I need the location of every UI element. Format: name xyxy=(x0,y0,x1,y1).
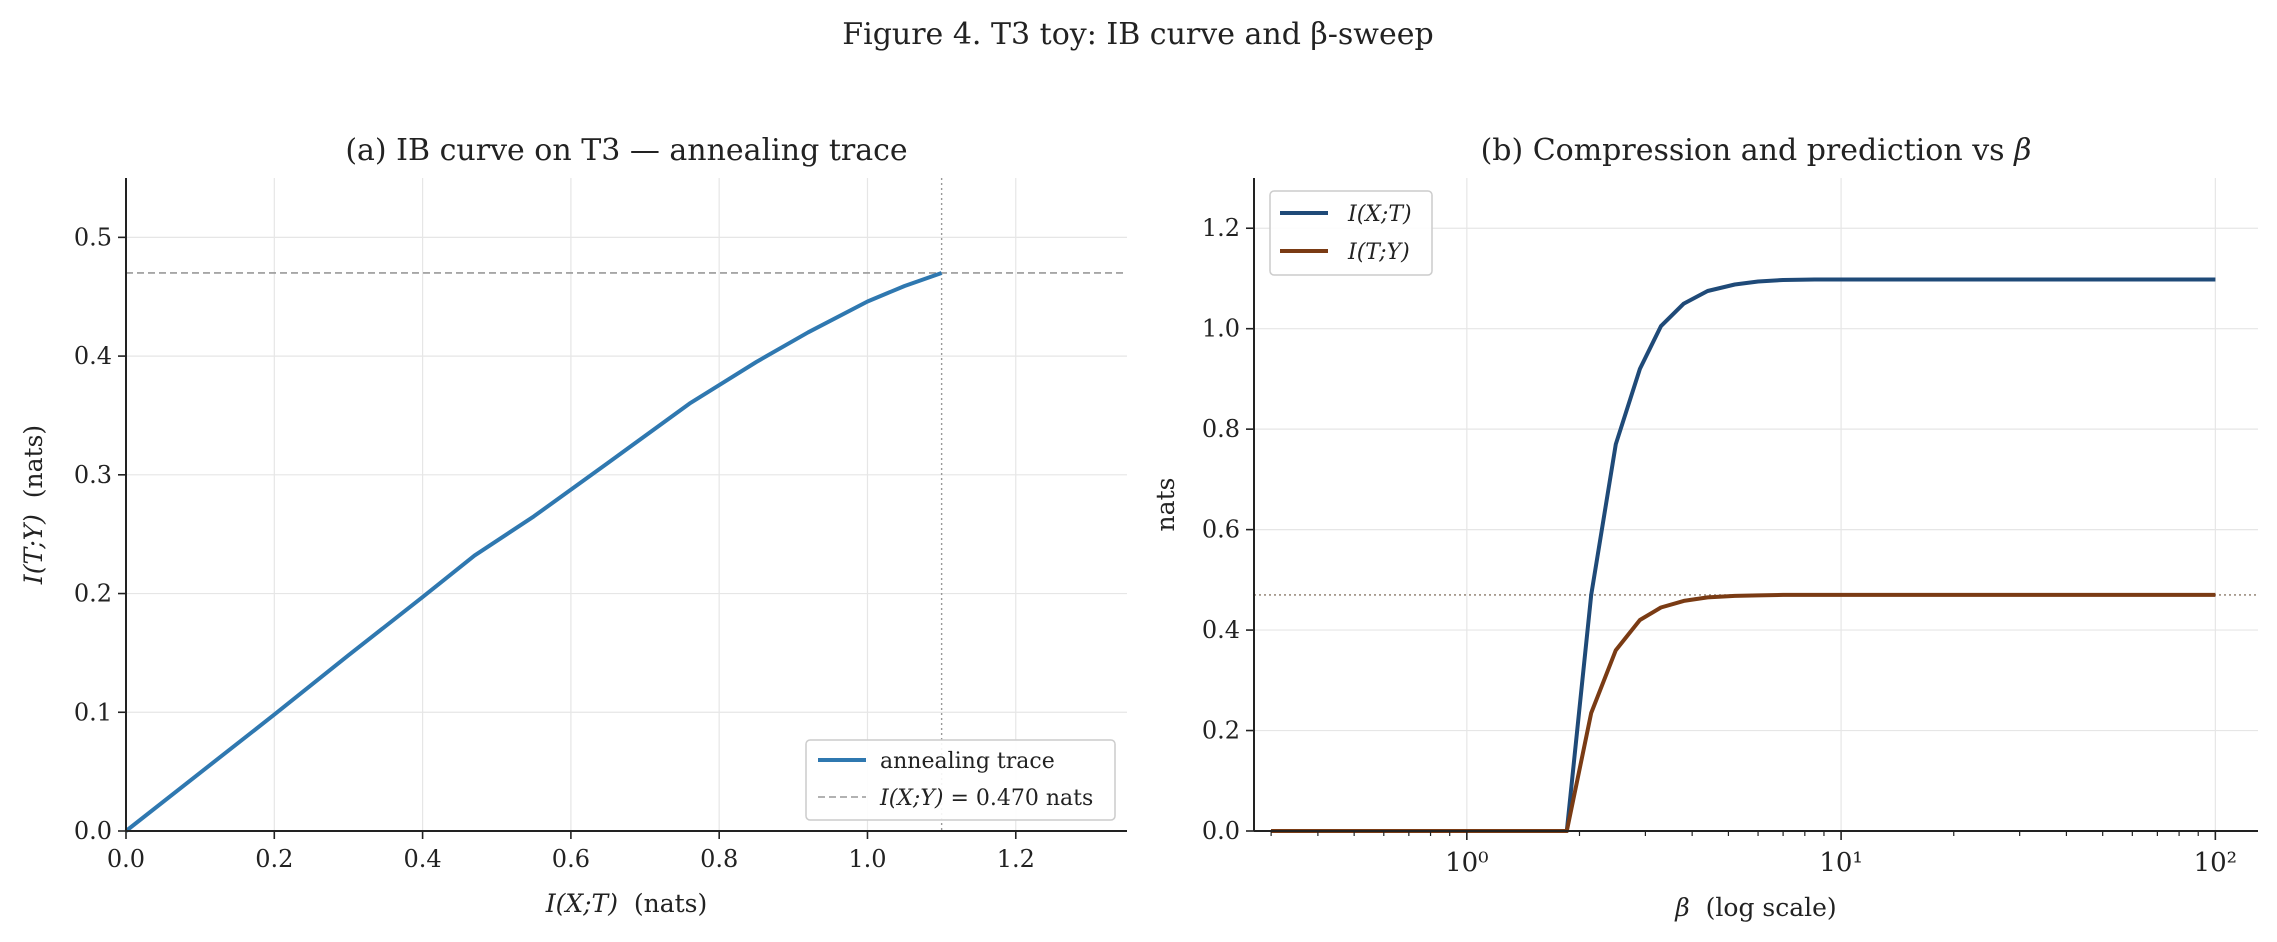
y-tick-label: 0.4 xyxy=(1202,616,1240,644)
y-tick-label: 0.0 xyxy=(1202,817,1240,845)
y-tick-label: 0.6 xyxy=(1202,516,1240,544)
x-tick-label: 10⁰ xyxy=(1445,848,1489,878)
figure-title: Figure 4. T3 toy: IB curve and β-sweep xyxy=(842,17,1433,52)
legend-label-ity: I(T;Y) xyxy=(1347,240,1410,265)
y-tick-label: 0.8 xyxy=(1202,415,1240,443)
y-tick-label: 0.2 xyxy=(1202,717,1240,745)
x-tick-label: 0.2 xyxy=(255,845,293,873)
x-tick-label: 0.4 xyxy=(404,845,442,873)
panel-a-ib-curve: 0.0 0.2 0.4 0.6 0.8 1.0 1.2 0.0 0.1 0.2 0.3 0.4 0.5 (… xyxy=(19,133,1127,918)
series-ixt xyxy=(1271,277,2216,833)
y-tick-label: 1.2 xyxy=(1202,214,1240,242)
x-tick-label: 0.8 xyxy=(700,845,738,873)
x-tick-label: 1.0 xyxy=(848,845,886,873)
y-tick-label: 0.5 xyxy=(74,223,112,251)
legend-box xyxy=(805,739,1116,821)
x-tick-label: 1.2 xyxy=(997,845,1035,873)
y-tick-label: 0.1 xyxy=(74,698,112,726)
y-tick-label: 1.0 xyxy=(1202,315,1240,343)
panel-b-title: (b) Compression and prediction vs β xyxy=(1481,133,2032,168)
y-tick-label: 0.4 xyxy=(74,342,112,370)
x-axis-label: I(X;T) (nats) xyxy=(545,889,708,918)
panel-a-title: (a) IB curve on T3 — annealing trace xyxy=(345,133,907,168)
x-tick-label: 10¹ xyxy=(1819,848,1863,878)
series-annealing-trace xyxy=(124,271,943,833)
x-tick-label: 0.6 xyxy=(552,845,590,873)
x-axis-label: β (log scale) xyxy=(1674,893,1836,922)
y-tick-label: 0.3 xyxy=(74,461,112,489)
panel-b-beta-sweep: 10⁰ 10¹ 10² 0.0 0.2 0.4 0.6 0.8 1.0 1.2 (b) Compre… xyxy=(1151,133,2258,922)
x-tick-label: 0.0 xyxy=(107,845,145,873)
y-axis-label: I(T;Y) (nats) xyxy=(19,425,48,585)
legend-label-ixy: I(X;Y) = 0.470 nats xyxy=(879,786,1093,811)
legend-label-ixt: I(X;T) xyxy=(1347,202,1412,227)
y-tick-label: 0.0 xyxy=(74,817,112,845)
y-tick-label: 0.2 xyxy=(74,580,112,608)
y-axis-label: nats xyxy=(1151,478,1180,532)
legend-label-trace: annealing trace xyxy=(880,749,1055,774)
x-tick-label: 10² xyxy=(2194,848,2238,878)
